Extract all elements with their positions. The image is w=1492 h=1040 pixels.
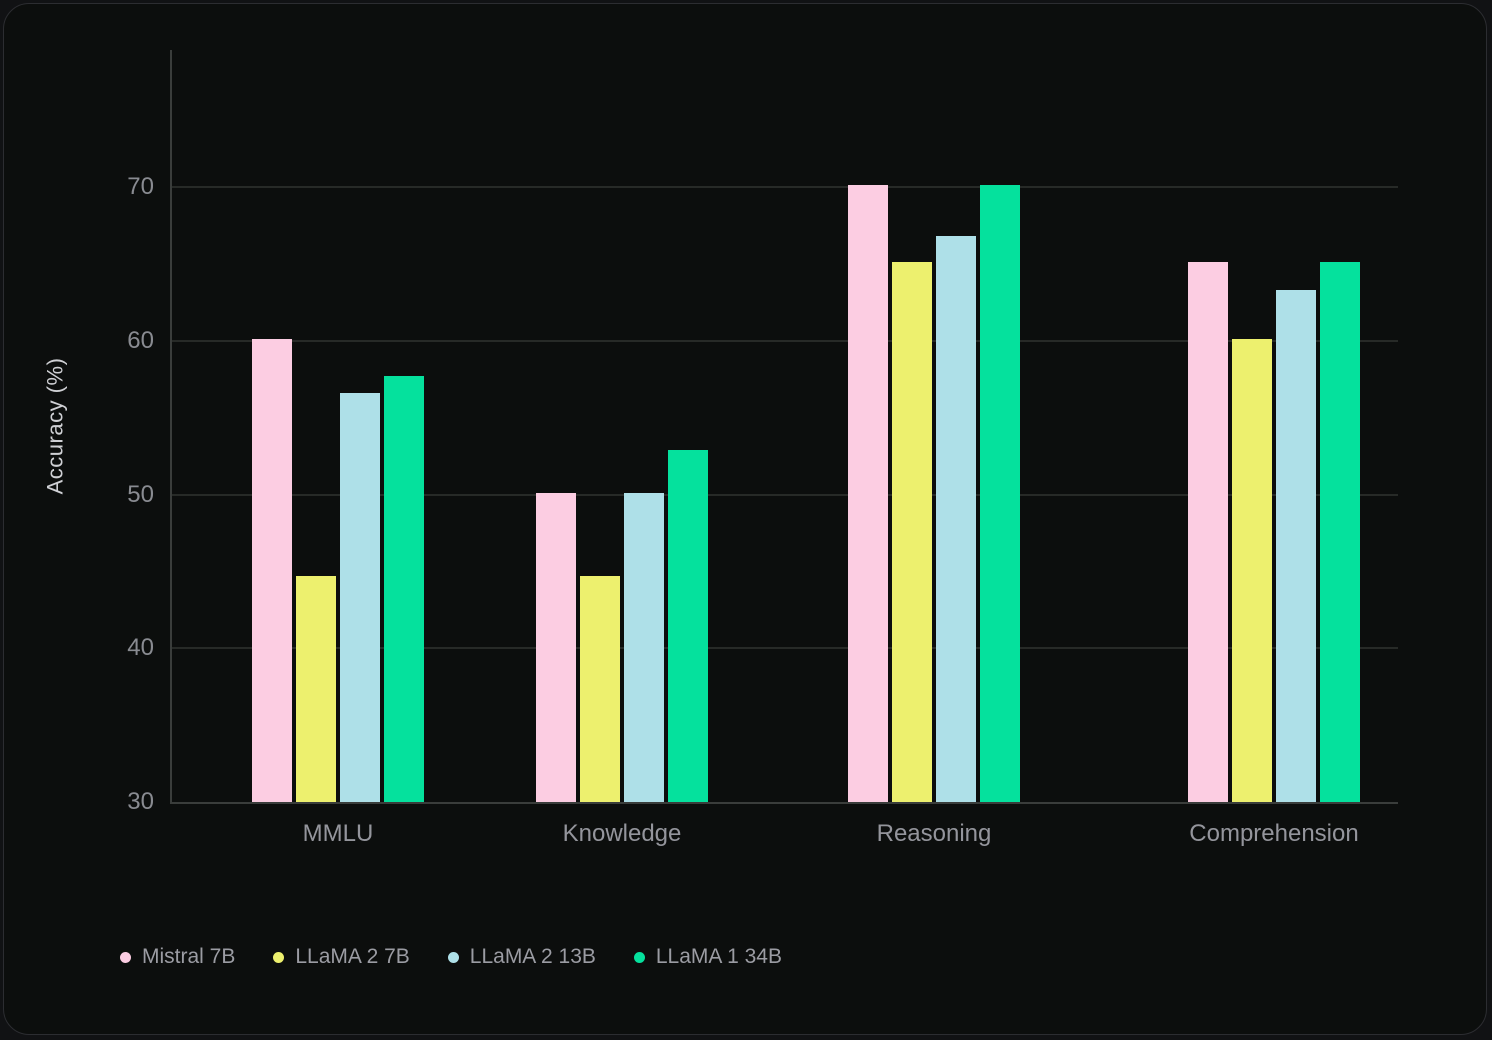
legend-item-llama-2-7b: LLaMA 2 7B (273, 945, 410, 969)
plot-area: 30 40 50 60 70 MMLU Knowledge Reasoning Comprehe… (127, 50, 1398, 847)
bar-llama-1-34b-comprehension (1320, 262, 1360, 802)
legend-dot-icon (633, 951, 645, 963)
legend: Mistral 7B LLaMA 2 7B LLaMA 2 13B LLaMA 1 3… (120, 945, 782, 969)
legend-dot-icon (120, 951, 131, 963)
legend-dot-icon (447, 951, 459, 963)
legend-label: LLaMA 2 13B (469, 945, 596, 968)
bar-mistral-7b-mmlu (252, 339, 292, 802)
legend-item-mistral-7b: Mistral 7B (120, 945, 235, 969)
bar-llama-2-7b-comprehension (1232, 339, 1272, 802)
gridline-y-70 (172, 186, 1398, 188)
legend-label: Mistral 7B (142, 945, 236, 968)
gridline-y-50 (172, 493, 1398, 496)
bar-llama-2-13b-comprehension (1276, 290, 1316, 802)
bar-llama-1-34b-knowledge (668, 449, 708, 802)
x-category-label-knowledge: Knowledge (562, 820, 682, 847)
y-tick-label-30: 30 (127, 788, 154, 815)
x-category-label-reasoning: Reasoning (876, 820, 992, 847)
y-tick-label-60: 60 (127, 326, 154, 354)
bar-llama-2-13b-mmlu (340, 393, 380, 802)
bar-mistral-7b-reasoning (848, 185, 888, 802)
y-tick-label-50: 50 (127, 480, 154, 508)
gridline-y-60 (172, 339, 1398, 342)
legend-dot-icon (273, 951, 285, 963)
x-category-label-comprehension: Comprehension (1189, 820, 1359, 847)
bar-llama-2-13b-knowledge (624, 492, 664, 802)
bar-llama-2-7b-mmlu (296, 575, 336, 802)
y-axis-title: Accuracy (%) (40, 50, 70, 802)
chart-card: Accuracy (%) 30 40 50 60 70 MMLU Knowledge Reas… (3, 3, 1487, 1035)
bar-mistral-7b-knowledge (536, 492, 576, 802)
bar-llama-2-7b-knowledge (580, 575, 620, 802)
y-axis-title-text: Accuracy (%) (42, 357, 68, 495)
gridline-y-40 (172, 647, 1398, 650)
legend-item-llama-1-34b: LLaMA 1 34B (633, 945, 782, 969)
bar-llama-1-34b-mmlu (384, 376, 424, 802)
y-tick-label-40: 40 (127, 634, 154, 662)
legend-label: LLaMA 2 7B (295, 945, 410, 968)
legend-item-llama-2-13b: LLaMA 2 13B (447, 945, 596, 969)
legend-label: LLaMA 1 34B (655, 945, 782, 968)
bar-llama-1-34b-reasoning (980, 185, 1020, 802)
bar-mistral-7b-comprehension (1188, 262, 1228, 802)
bar-llama-2-7b-reasoning (892, 262, 932, 802)
bar-llama-2-13b-reasoning (936, 236, 976, 802)
x-category-label-mmlu: MMLU (302, 820, 374, 847)
y-tick-label-70: 70 (127, 173, 154, 200)
